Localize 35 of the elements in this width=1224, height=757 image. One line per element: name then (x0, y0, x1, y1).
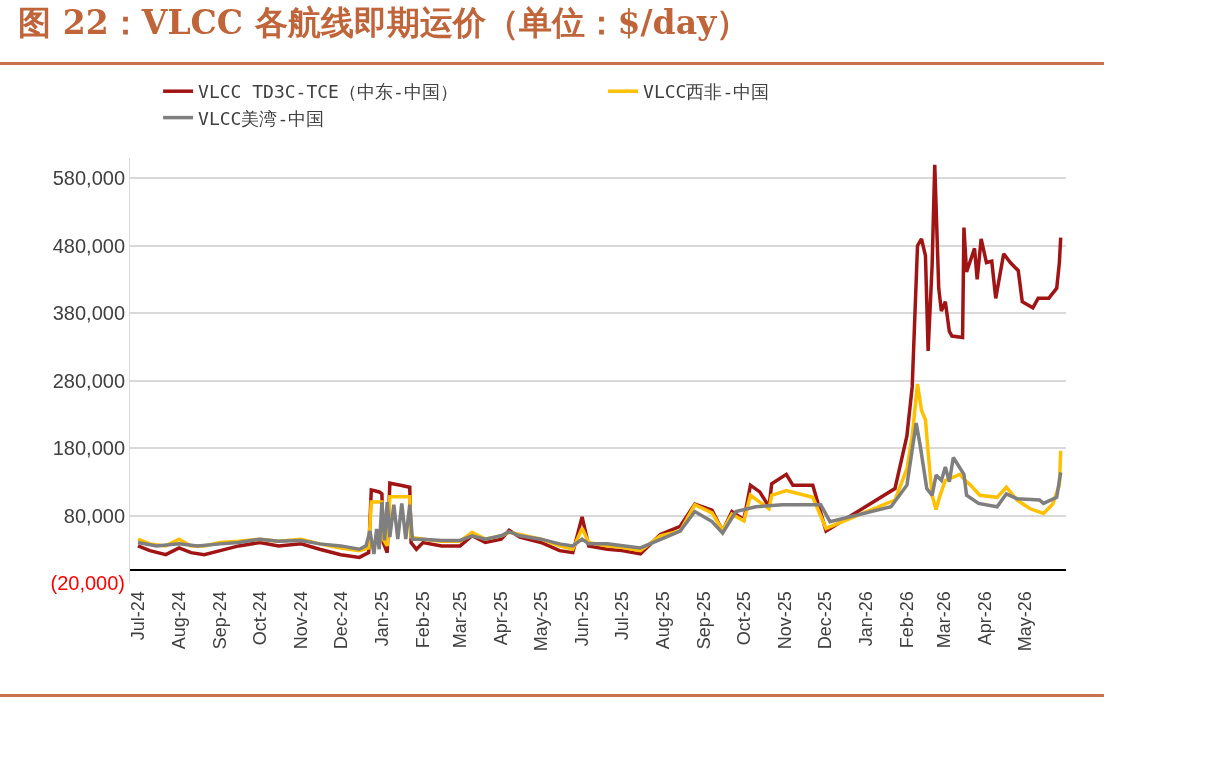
x-tick-label: Jun-25 (571, 591, 592, 647)
legend-label: VLCC美湾-中国 (198, 107, 325, 129)
x-tick-label: Sep-25 (693, 591, 714, 650)
x-tick-label: Jul-24 (127, 591, 148, 641)
legend-label: VLCC TD3C-TCE（中东-中国） (198, 81, 458, 103)
x-tick-label: Feb-25 (412, 591, 433, 649)
y-tick-label: 580,000 (52, 167, 125, 190)
x-tick-label: Sep-24 (210, 591, 230, 650)
x-tick-label: Dec-24 (330, 591, 351, 650)
x-tick-label: Mar-25 (449, 591, 470, 649)
x-tick-label: Aug-25 (652, 591, 673, 650)
y-tick-label: 280,000 (52, 369, 125, 392)
y-tick-label: 480,000 (52, 234, 125, 257)
y-tick-label: (20,000) (50, 572, 125, 594)
line-series (136, 421, 1063, 556)
legend-label: VLCC西非-中国 (643, 81, 770, 103)
x-tick-label: Jul-25 (611, 591, 632, 641)
x-tick-label: Mar-26 (933, 591, 954, 649)
y-tick-label: 80,000 (63, 504, 125, 527)
x-tick-label: Jan-26 (855, 591, 876, 647)
x-tick-label: Oct-24 (249, 591, 270, 646)
x-tick-label: Aug-24 (168, 591, 189, 650)
x-tick-label: May-26 (1014, 591, 1035, 652)
y-tick-label: 180,000 (52, 437, 125, 460)
x-tick-label: Oct-25 (733, 591, 754, 646)
x-tick-label: Feb-26 (896, 591, 917, 649)
x-tick-label: Nov-25 (774, 591, 795, 650)
x-tick-label: Nov-24 (290, 591, 311, 650)
x-tick-label: Dec-25 (814, 591, 835, 650)
x-tick-label: Jan-25 (371, 591, 392, 647)
chart-title: 图 22：VLCC 各航线即期运价（单位：$/day） (18, 3, 750, 43)
x-tick-label: May-25 (530, 591, 551, 652)
y-tick-label: 380,000 (52, 302, 125, 325)
x-tick-label: Apr-26 (974, 591, 995, 646)
x-tick-label: Apr-25 (491, 591, 512, 646)
